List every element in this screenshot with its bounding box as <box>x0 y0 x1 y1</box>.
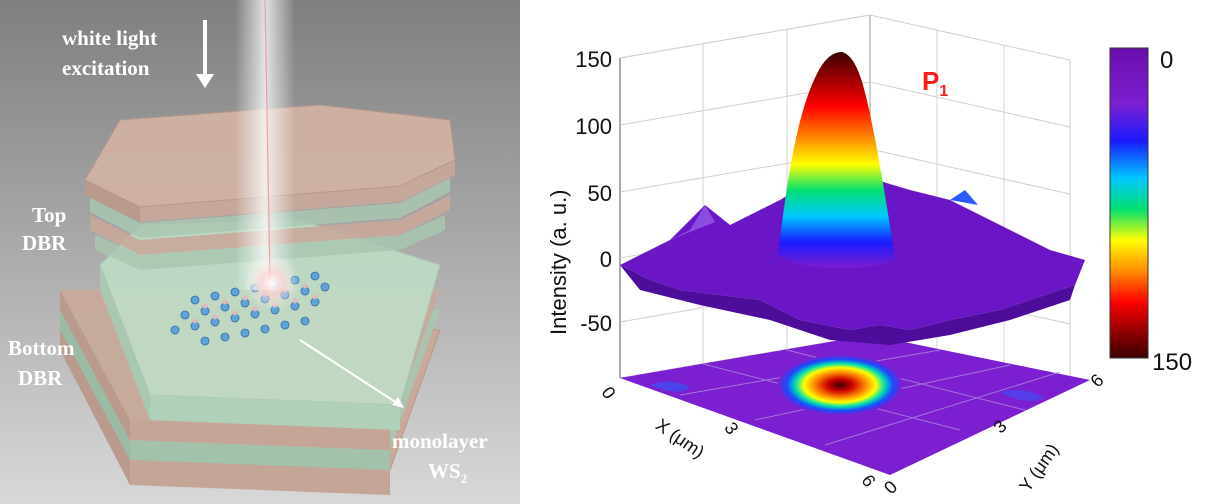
excitation-label-line1: white light <box>62 26 157 50</box>
excitation-spot <box>244 255 300 311</box>
excitation-label-line2: excitation <box>62 56 150 80</box>
z-tick-50: 50 <box>588 181 612 206</box>
y-tick-6: 6 <box>1086 370 1107 391</box>
y-axis-label: Y (μm) <box>1015 440 1062 496</box>
y-tick-0: 0 <box>880 477 901 498</box>
colorbar-top-label: 0 <box>1160 47 1173 74</box>
material-label-line2: WS2 <box>428 459 467 486</box>
x-tick-6: 6 <box>858 471 880 491</box>
peak-label: P1 <box>922 66 948 100</box>
bottom-dbr-label-line1: Bottom <box>8 336 75 360</box>
intensity-plot-panel: 150 100 50 0 -50 Intensity (a. u.) 0 3 6… <box>530 0 1222 504</box>
colorbar-bottom-label: 150 <box>1152 349 1192 376</box>
x-tick-0: 0 <box>598 383 620 403</box>
x-tick-3: 3 <box>720 418 742 438</box>
z-tick-100: 100 <box>575 114 612 139</box>
z-tick-minus-50: -50 <box>580 311 612 336</box>
top-dbr-label-line2: DBR <box>22 231 67 255</box>
colorbar <box>1109 47 1149 359</box>
schematic-panel: white light excitation Top DBR Bottom DB… <box>0 0 520 504</box>
floor-spot <box>778 355 902 415</box>
floor-projection <box>620 335 1090 475</box>
schematic-illustration: white light excitation Top DBR Bottom DB… <box>0 0 520 504</box>
bottom-dbr-label-line2: DBR <box>18 366 63 390</box>
x-axis-label: X (μm) <box>652 415 708 463</box>
intensity-peak <box>778 52 895 269</box>
z-axis-label: Intensity (a. u.) <box>546 189 571 335</box>
z-tick-150: 150 <box>575 47 612 72</box>
light-beam <box>235 0 295 290</box>
intensity-surface-plot: 150 100 50 0 -50 Intensity (a. u.) 0 3 6… <box>546 14 1192 498</box>
top-dbr-label-line1: Top <box>32 203 66 227</box>
material-pointer-arrow <box>299 339 401 406</box>
material-label-line1: monolayer <box>392 429 488 453</box>
z-tick-0: 0 <box>600 247 612 272</box>
